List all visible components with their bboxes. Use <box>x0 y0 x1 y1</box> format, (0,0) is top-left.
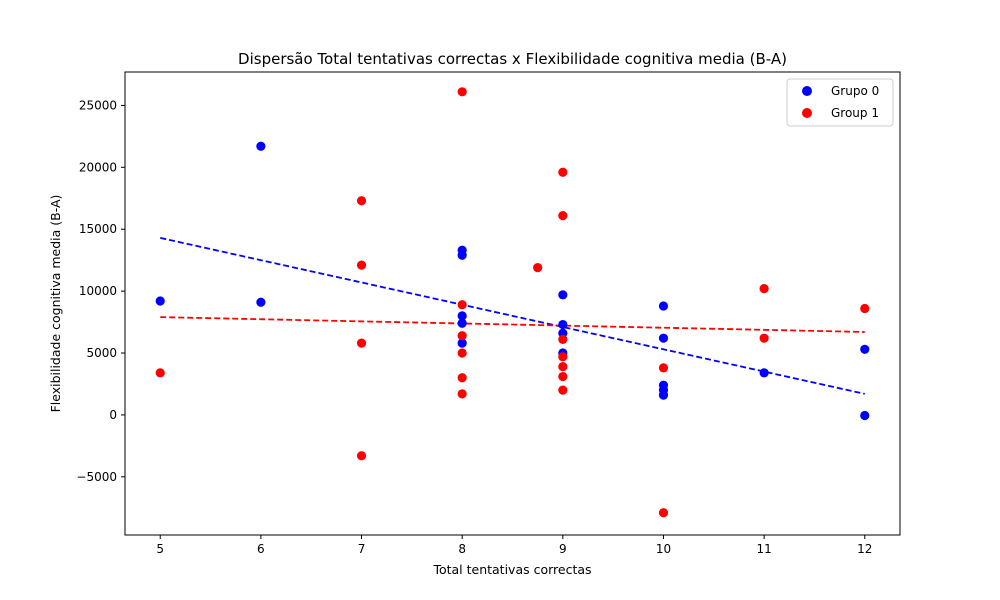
point-group-1-11 <box>533 262 543 273</box>
point-group-1-3 <box>356 338 367 348</box>
point-group-1-16 <box>558 362 568 372</box>
point-group-1-7 <box>457 331 467 341</box>
x-axis-label: Total tentativas correctas <box>432 562 591 577</box>
point-group-1-23 <box>860 303 870 314</box>
x-axis-ticks: 5 6 7 8 9 10 11 12 <box>156 535 872 556</box>
trend-line-group-1 <box>160 316 865 333</box>
point-group-1-2 <box>356 260 367 270</box>
x-tick-label-10: 10 <box>656 542 671 556</box>
point-group-1-4 <box>356 451 367 461</box>
legend-marker-group-1 <box>802 108 812 118</box>
y-tick-label--5000: −5000 <box>76 470 117 484</box>
point-group-1-5 <box>457 87 467 97</box>
y-tick-label-10000: 10000 <box>79 284 117 298</box>
point-grupo-0-2 <box>256 297 266 307</box>
legend-box <box>786 78 894 127</box>
point-grupo-0-13 <box>658 333 669 343</box>
point-grupo-0-1 <box>256 141 266 151</box>
y-tick-label-25000: 25000 <box>79 98 117 112</box>
y-axis-ticks: −5000 0 5000 10000 15000 20000 25000 <box>76 98 125 484</box>
point-grupo-0-17 <box>759 368 769 378</box>
point-grupo-0-16 <box>658 390 669 400</box>
point-group-1-10 <box>457 389 467 399</box>
point-group-1-12 <box>558 167 568 177</box>
trend-line-grupo-0 <box>160 237 865 395</box>
point-grupo-0-18 <box>860 344 870 354</box>
point-group-1-6 <box>457 300 467 310</box>
x-tick-label-6: 6 <box>257 542 265 556</box>
x-tick-label-7: 7 <box>358 542 366 556</box>
point-grupo-0-8 <box>558 290 568 300</box>
point-grupo-0-7 <box>457 338 467 348</box>
y-tick-label-0: 0 <box>109 408 117 422</box>
x-tick-label-5: 5 <box>156 542 164 556</box>
point-group-1-19 <box>658 363 669 373</box>
y-tick-label-20000: 20000 <box>79 160 117 174</box>
point-group-1-22 <box>759 333 769 343</box>
point-grupo-0-0 <box>155 296 165 306</box>
point-group-1-13 <box>558 211 568 221</box>
legend-label-grupo-0: Grupo 0 <box>831 84 879 98</box>
y-tick-label-15000: 15000 <box>79 222 117 236</box>
point-grupo-0-12 <box>658 301 669 311</box>
point-group-1-15 <box>558 352 568 362</box>
point-grupo-0-19 <box>860 410 870 421</box>
point-group-1-8 <box>457 348 467 358</box>
x-tick-label-11: 11 <box>756 542 771 556</box>
point-grupo-0-5 <box>457 311 467 321</box>
point-group-1-0 <box>155 368 165 378</box>
point-grupo-0-9 <box>558 319 568 330</box>
point-group-1-17 <box>558 371 568 382</box>
point-group-1-9 <box>457 373 467 383</box>
data-points <box>155 87 870 518</box>
point-grupo-0-6 <box>457 318 467 328</box>
point-group-1-14 <box>558 334 568 345</box>
x-tick-label-12: 12 <box>857 542 872 556</box>
plot-frame <box>124 71 901 536</box>
point-grupo-0-4 <box>457 250 467 260</box>
legend-marker-grupo-0 <box>802 86 812 96</box>
legend-label-group-1: Group 1 <box>831 106 879 120</box>
plot-area <box>125 72 900 535</box>
y-tick-label-5000: 5000 <box>86 346 117 360</box>
point-group-1-20 <box>658 508 669 518</box>
chart-title: Dispersão Total tentativas correctas x F… <box>238 50 787 68</box>
point-group-1-18 <box>558 385 568 395</box>
point-group-1-21 <box>759 284 769 294</box>
y-axis-label: Flexibilidade cognitiva media (B-A) <box>48 195 63 413</box>
trend-lines <box>160 237 865 395</box>
x-tick-label-9: 9 <box>559 542 567 556</box>
legend: Grupo 0 Group 1 <box>786 78 894 127</box>
point-group-1-1 <box>356 196 367 206</box>
x-tick-label-8: 8 <box>458 542 466 556</box>
